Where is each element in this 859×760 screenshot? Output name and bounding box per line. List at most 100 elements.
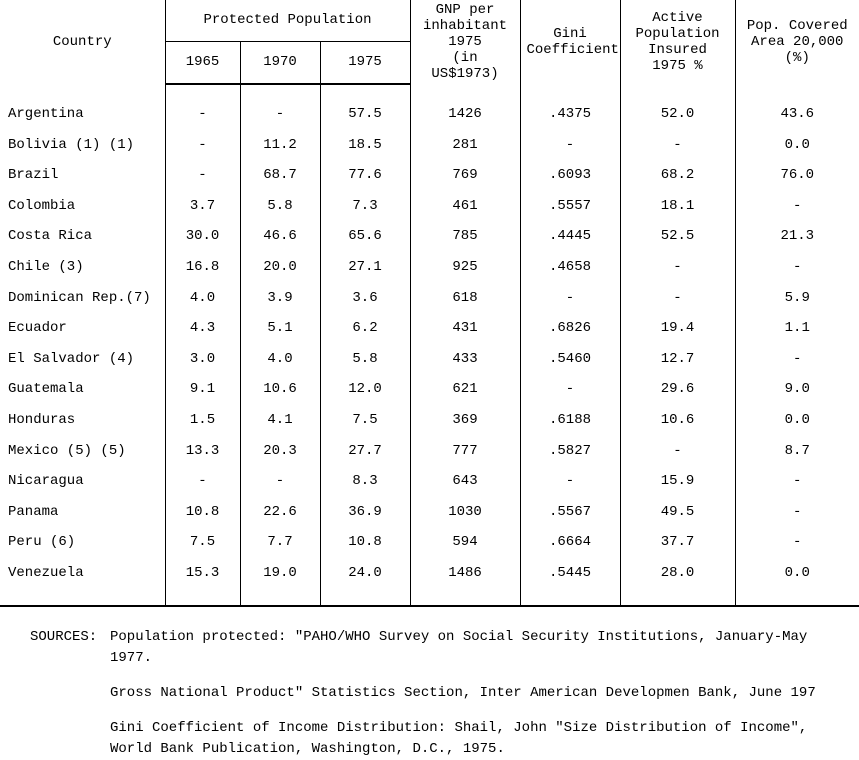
cell-y1975: 27.1 bbox=[320, 252, 410, 283]
cell-y1975: 36.9 bbox=[320, 497, 410, 528]
cell-y1965: 9.1 bbox=[165, 374, 240, 405]
cell-y1970: 3.9 bbox=[240, 283, 320, 314]
header-country: Country bbox=[0, 0, 165, 84]
cell-country: Honduras bbox=[0, 405, 165, 436]
table-row: Mexico (5) (5)13.320.327.7777.5827-8.7 bbox=[0, 436, 859, 467]
cell-active: 28.0 bbox=[620, 558, 735, 606]
cell-country: Bolivia (1) (1) bbox=[0, 130, 165, 161]
cell-y1965: 3.0 bbox=[165, 344, 240, 375]
cell-y1975: 6.2 bbox=[320, 313, 410, 344]
cell-y1970: 4.0 bbox=[240, 344, 320, 375]
table-spacer-row bbox=[0, 84, 859, 99]
cell-gini: - bbox=[520, 374, 620, 405]
cell-gini: .4375 bbox=[520, 99, 620, 130]
header-active-line4: 1975 % bbox=[652, 58, 702, 74]
cell-country: Panama bbox=[0, 497, 165, 528]
cell-gini: - bbox=[520, 466, 620, 497]
cell-gini: - bbox=[520, 130, 620, 161]
table-body: Argentina--57.51426.437552.043.6Bolivia … bbox=[0, 84, 859, 606]
cell-active: 10.6 bbox=[620, 405, 735, 436]
cell-gini: .5827 bbox=[520, 436, 620, 467]
cell-y1965: - bbox=[165, 466, 240, 497]
header-gini-line1: Gini bbox=[553, 26, 587, 42]
header-active-line1: Active bbox=[652, 10, 702, 26]
cell-pop: 8.7 bbox=[735, 436, 859, 467]
cell-country: Chile (3) bbox=[0, 252, 165, 283]
cell-country: Brazil bbox=[0, 160, 165, 191]
cell-gnp: 594 bbox=[410, 527, 520, 558]
cell-country: Nicaragua bbox=[0, 466, 165, 497]
cell-gini: .4445 bbox=[520, 221, 620, 252]
cell-active: 37.7 bbox=[620, 527, 735, 558]
table-row: Nicaragua--8.3643-15.9- bbox=[0, 466, 859, 497]
cell-active: 19.4 bbox=[620, 313, 735, 344]
cell-gini: .5445 bbox=[520, 558, 620, 606]
cell-y1970: 7.7 bbox=[240, 527, 320, 558]
cell-active: 52.0 bbox=[620, 99, 735, 130]
cell-active: 49.5 bbox=[620, 497, 735, 528]
header-active-line3: Insured bbox=[648, 42, 707, 58]
cell-gini: .5567 bbox=[520, 497, 620, 528]
cell-y1975: 10.8 bbox=[320, 527, 410, 558]
cell-y1970: 20.3 bbox=[240, 436, 320, 467]
cell-pop: 43.6 bbox=[735, 99, 859, 130]
cell-gini: .6093 bbox=[520, 160, 620, 191]
cell-y1975: 3.6 bbox=[320, 283, 410, 314]
cell-y1970: 46.6 bbox=[240, 221, 320, 252]
cell-gini: .5557 bbox=[520, 191, 620, 222]
table-row: Brazil-68.777.6769.609368.276.0 bbox=[0, 160, 859, 191]
cell-y1965: 3.7 bbox=[165, 191, 240, 222]
table-row: Bolivia (1) (1)-11.218.5281--0.0 bbox=[0, 130, 859, 161]
cell-y1975: 12.0 bbox=[320, 374, 410, 405]
cell-gnp: 777 bbox=[410, 436, 520, 467]
cell-y1970: 5.1 bbox=[240, 313, 320, 344]
cell-y1965: 13.3 bbox=[165, 436, 240, 467]
cell-y1965: 7.5 bbox=[165, 527, 240, 558]
cell-y1975: 18.5 bbox=[320, 130, 410, 161]
cell-pop: - bbox=[735, 344, 859, 375]
header-year-1965: 1965 bbox=[165, 41, 240, 84]
cell-pop: 0.0 bbox=[735, 558, 859, 606]
cell-y1975: 7.3 bbox=[320, 191, 410, 222]
cell-gnp: 431 bbox=[410, 313, 520, 344]
cell-y1970: 5.8 bbox=[240, 191, 320, 222]
cell-y1965: - bbox=[165, 130, 240, 161]
cell-pop: - bbox=[735, 466, 859, 497]
spacer-cell bbox=[240, 84, 320, 99]
table-row: Chile (3)16.820.027.1925.4658-- bbox=[0, 252, 859, 283]
cell-y1970: - bbox=[240, 99, 320, 130]
sources-text-3: Gini Coefficient of Income Distribution:… bbox=[110, 718, 839, 760]
cell-country: Ecuador bbox=[0, 313, 165, 344]
header-active-line2: Population bbox=[635, 26, 719, 42]
cell-active: - bbox=[620, 252, 735, 283]
table-row: Dominican Rep.(7)4.03.93.6618--5.9 bbox=[0, 283, 859, 314]
cell-y1975: 77.6 bbox=[320, 160, 410, 191]
cell-y1965: 16.8 bbox=[165, 252, 240, 283]
table-header: Country Protected Population GNP per inh… bbox=[0, 0, 859, 84]
table-row: Honduras1.54.17.5369.618810.60.0 bbox=[0, 405, 859, 436]
cell-y1975: 8.3 bbox=[320, 466, 410, 497]
cell-country: Mexico (5) (5) bbox=[0, 436, 165, 467]
page-container: Country Protected Population GNP per inh… bbox=[0, 0, 859, 760]
sources-text-2: Gross National Product" Statistics Secti… bbox=[110, 683, 839, 704]
cell-gnp: 1030 bbox=[410, 497, 520, 528]
cell-active: 12.7 bbox=[620, 344, 735, 375]
cell-gini: .6188 bbox=[520, 405, 620, 436]
table-row: Panama10.822.636.91030.556749.5- bbox=[0, 497, 859, 528]
cell-country: Costa Rica bbox=[0, 221, 165, 252]
table-row: Costa Rica30.046.665.6785.444552.521.3 bbox=[0, 221, 859, 252]
cell-country: Peru (6) bbox=[0, 527, 165, 558]
table-row: El Salvador (4)3.04.05.8433.546012.7- bbox=[0, 344, 859, 375]
spacer-cell bbox=[410, 84, 520, 99]
spacer-cell bbox=[620, 84, 735, 99]
sources-text-1: Population protected: "PAHO/WHO Survey o… bbox=[110, 627, 839, 669]
table-row: Peru (6)7.57.710.8594.666437.7- bbox=[0, 527, 859, 558]
cell-country: El Salvador (4) bbox=[0, 344, 165, 375]
cell-y1965: 10.8 bbox=[165, 497, 240, 528]
cell-y1965: 30.0 bbox=[165, 221, 240, 252]
cell-country: Venezuela bbox=[0, 558, 165, 606]
cell-active: 52.5 bbox=[620, 221, 735, 252]
cell-y1975: 7.5 bbox=[320, 405, 410, 436]
cell-y1975: 57.5 bbox=[320, 99, 410, 130]
header-gnp-line1: GNP per bbox=[436, 2, 495, 18]
